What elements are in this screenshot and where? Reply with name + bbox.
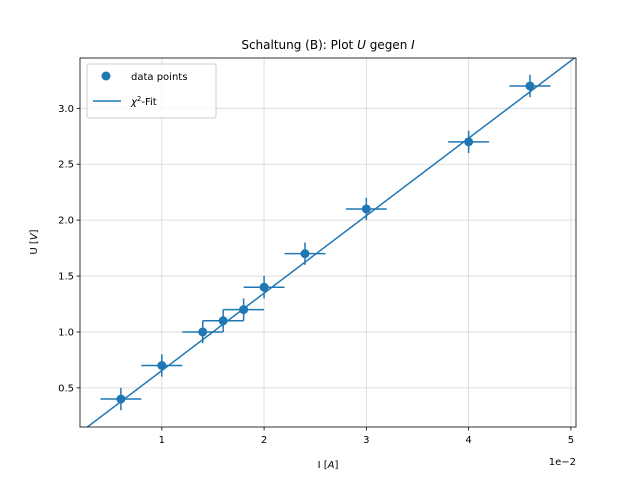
legend-label-data-points: data points	[131, 72, 187, 83]
data-point	[157, 361, 167, 370]
legend-box	[86, 63, 217, 119]
data-point	[300, 249, 310, 259]
x-tick-label: 3	[363, 435, 369, 446]
y-tick-label: 2.5	[58, 160, 74, 171]
fit-line	[86, 58, 576, 427]
y-axis-label: U [V]	[29, 229, 40, 254]
data-point	[361, 204, 371, 214]
legend-marker-data-points	[101, 71, 111, 81]
data-point	[259, 282, 269, 292]
x-tick-label: 2	[261, 435, 267, 446]
y-tick-label: 0.5	[58, 383, 74, 394]
data-point	[116, 394, 126, 404]
plot-content	[86, 58, 576, 427]
plot-area: 1 2 3 4 5 0.5 1.0 1.5 2.0 2.5 3.0	[58, 57, 577, 446]
chart-title: Schaltung (B): Plot U gegen I	[241, 38, 415, 52]
data-point	[525, 81, 535, 91]
x-tick-label: 4	[465, 435, 471, 446]
y-tick-label: 1.5	[58, 272, 74, 283]
x-tick-label: 1	[159, 435, 165, 446]
data-point	[198, 327, 208, 337]
legend: data points χ2-Fit	[86, 63, 217, 119]
data-point	[218, 316, 228, 326]
data-point	[239, 305, 249, 315]
y-tick-label: 1.0	[58, 327, 74, 338]
data-point	[464, 137, 474, 147]
axes-frame	[79, 57, 577, 428]
y-tick-label: 2.0	[58, 216, 74, 227]
y-tick-label: 3.0	[58, 104, 74, 115]
x-axis-label: I [A]	[318, 460, 339, 471]
x-offset-label: 1e−2	[549, 457, 576, 468]
legend-label-fit: χ2-Fit	[130, 95, 157, 108]
x-tick-label: 5	[568, 435, 574, 446]
